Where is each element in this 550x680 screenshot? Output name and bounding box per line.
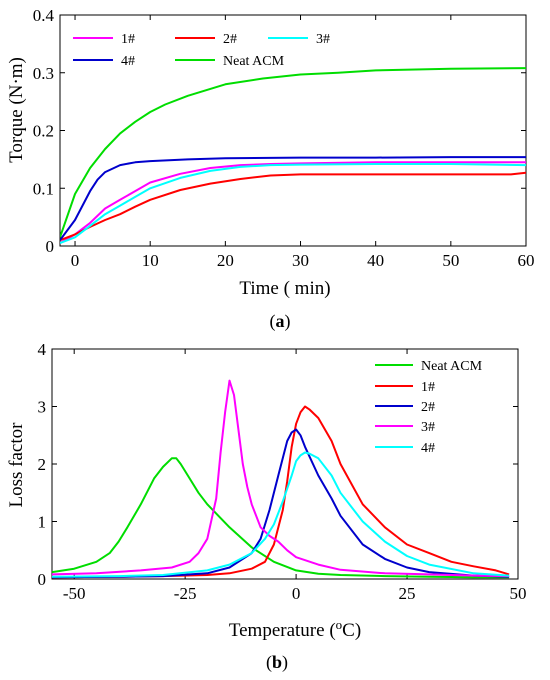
series-line-1 <box>52 405 510 579</box>
legend-label: 3# <box>421 420 435 435</box>
y-axis-label: Torque (N·m) <box>6 57 27 163</box>
legend-label: 2# <box>223 32 237 47</box>
y-tick-label: 3 <box>38 398 47 417</box>
plot-frame <box>51 348 519 580</box>
x-tick-label: 0 <box>71 251 80 270</box>
x-tick-label: 25 <box>399 584 416 603</box>
legend-label: 1# <box>121 32 135 47</box>
series-line-neat-acm <box>52 457 510 579</box>
y-tick-label: 0.4 <box>33 6 55 25</box>
x-tick-label: 50 <box>442 251 459 270</box>
legend-label: 4# <box>421 441 435 456</box>
legend-entry: 2# <box>375 400 435 415</box>
x-axis-label: Time ( min) <box>239 278 330 299</box>
legend-entry: 4# <box>73 54 135 69</box>
series-line-3 <box>60 163 526 245</box>
y-tick-label: 0.1 <box>33 179 54 198</box>
legend-entry: 1# <box>375 380 435 395</box>
legend-label: Neat ACM <box>223 54 285 69</box>
y-tick-label: 0 <box>38 570 47 589</box>
series-line-neat-acm <box>60 67 526 238</box>
series-line-2 <box>60 171 526 242</box>
series-line-2 <box>52 428 510 579</box>
x-tick-label: 10 <box>142 251 159 270</box>
x-tick-label: 60 <box>518 251 535 270</box>
panel-label-a: (a) <box>270 311 291 332</box>
x-tick-label: -50 <box>63 584 86 603</box>
legend-entry: 3# <box>375 420 435 435</box>
x-tick-label: 0 <box>292 584 301 603</box>
legend-entry: Neat ACM <box>375 359 483 374</box>
y-tick-label: 2 <box>38 455 47 474</box>
y-tick-label: 4 <box>38 340 47 359</box>
x-tick-label: 30 <box>292 251 309 270</box>
x-tick-label: 20 <box>217 251 234 270</box>
legend-entry: 1# <box>73 32 135 47</box>
legend-entry: Neat ACM <box>175 54 285 69</box>
y-axis-label: Loss factor <box>6 422 27 508</box>
legend-entry: 2# <box>175 32 237 47</box>
series-line-1 <box>60 161 526 244</box>
x-axis-label: Temperature (oC) <box>229 617 361 641</box>
series-line-4 <box>60 156 526 241</box>
series-line-4 <box>52 451 510 578</box>
y-tick-label: 0.3 <box>33 64 54 83</box>
y-tick-label: 1 <box>38 513 47 532</box>
series-line-3 <box>52 379 510 578</box>
legend-label: Neat ACM <box>421 359 483 374</box>
panel-label-b: (b) <box>266 652 288 673</box>
plot-frame <box>59 14 527 247</box>
x-tick-label: -25 <box>174 584 197 603</box>
legend-entry: 4# <box>375 441 435 456</box>
y-tick-label: 0 <box>46 237 55 256</box>
y-tick-label: 0.2 <box>33 122 54 141</box>
x-tick-label: 50 <box>510 584 527 603</box>
loss-factor-chart: Loss factor Temperature (oC) (b) -50 -25 0… <box>6 340 527 673</box>
legend-entry: 3# <box>268 32 330 47</box>
legend-label: 3# <box>316 32 330 47</box>
torque-chart: Torque (N·m) Time ( min) (a) 0 10 20 30 40 50… <box>6 6 535 332</box>
x-tick-label: 40 <box>367 251 384 270</box>
legend-label: 2# <box>421 400 435 415</box>
legend-label: 4# <box>121 54 135 69</box>
legend-label: 1# <box>421 380 435 395</box>
